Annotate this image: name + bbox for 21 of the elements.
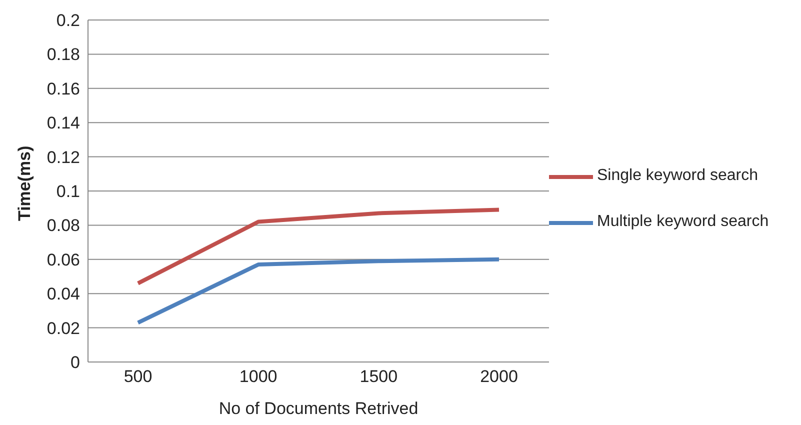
y-tick-label: 0.16 [46,79,80,98]
y-tick-label: 0.18 [46,45,80,64]
x-axis-title: No of Documents Retrived [218,399,418,418]
y-tick-label: 0.2 [56,11,80,30]
y-tick-label: 0.14 [46,114,80,133]
x-tick-label: 1500 [360,367,398,386]
x-tick-label: 500 [124,367,152,386]
x-tick-label: 2000 [480,367,518,386]
y-tick-label: 0.06 [46,250,80,270]
line-series [136,257,501,325]
y-tick-label: 0 [70,353,80,372]
y-tick-label: 0.02 [46,318,80,338]
x-tick-label: 1000 [239,367,278,386]
legend-label: Single keyword search [597,167,759,185]
legend-label: Multiple keyword search [597,213,770,231]
line-series [136,208,501,286]
y-tick-label: 0.1 [56,182,80,202]
y-tick-label: 0.08 [46,216,80,236]
y-tick-label: 0.04 [46,284,80,304]
y-axis-title: Time(ms) [15,146,34,221]
y-tick-label: 0.12 [46,148,80,167]
